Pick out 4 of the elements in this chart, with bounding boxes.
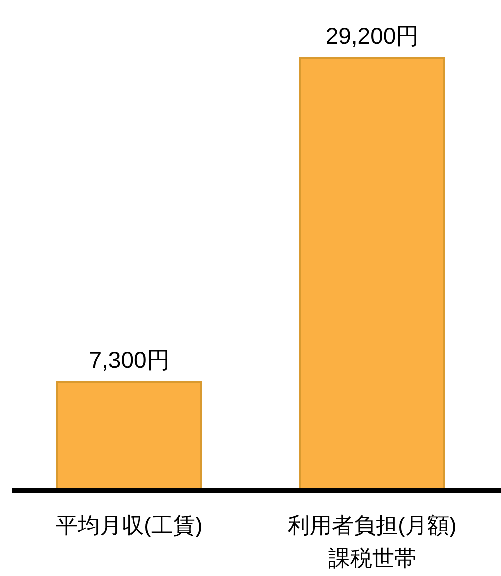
- data-label: 7,300円: [89, 347, 170, 373]
- x-tick-label: 利用者負担(月額) 課税世帯: [288, 513, 457, 571]
- x-tick-label: 平均月収(工賃): [56, 513, 203, 538]
- data-label: 29,200円: [326, 23, 420, 49]
